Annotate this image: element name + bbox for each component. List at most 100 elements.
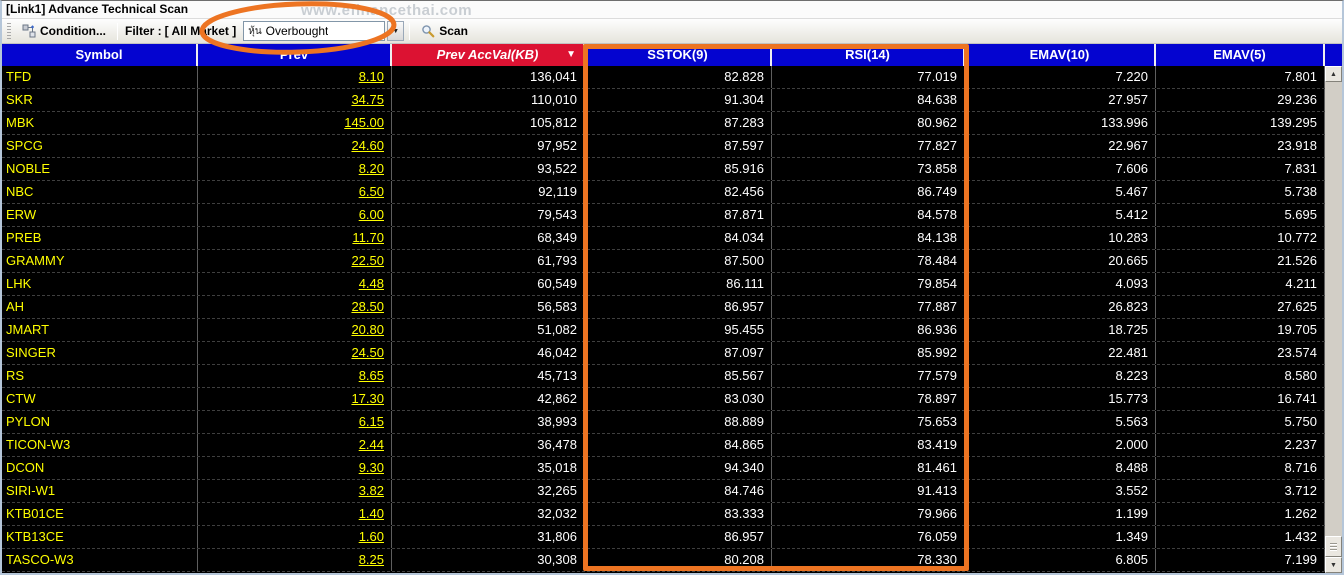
toolbar-grip-handle[interactable] bbox=[7, 23, 11, 39]
table-row[interactable]: KTB13CE 1.60 31,806 86.957 76.059 1.349 1.432 bbox=[2, 526, 1325, 549]
cell-prev[interactable]: 3.82 bbox=[198, 480, 392, 502]
cell-emav10: 8.223 bbox=[965, 365, 1156, 387]
column-header-emav10[interactable]: EMAV(10) bbox=[965, 44, 1156, 66]
scroll-down-button[interactable]: ▼ bbox=[1325, 557, 1342, 573]
cell-acc_val: 38,993 bbox=[392, 411, 585, 433]
cell-prev[interactable]: 8.20 bbox=[198, 158, 392, 180]
condition-button[interactable]: Condition... bbox=[16, 21, 112, 41]
scrollbar-thumb[interactable] bbox=[1325, 536, 1342, 557]
cell-prev[interactable]: 22.50 bbox=[198, 250, 392, 272]
table-row[interactable]: DCON 9.30 35,018 94.340 81.461 8.488 8.716 bbox=[2, 457, 1325, 480]
cell-symbol: JMART bbox=[2, 319, 198, 341]
cell-emav10: 26.823 bbox=[965, 296, 1156, 318]
column-header-symbol[interactable]: Symbol bbox=[2, 44, 198, 66]
cell-prev[interactable]: 2.44 bbox=[198, 434, 392, 456]
table-row[interactable]: TASCO-W3 8.25 30,308 80.208 78.330 6.805 7.199 bbox=[2, 549, 1325, 572]
filter-label: Filter : bbox=[124, 24, 162, 38]
table-row[interactable]: JMART 20.80 51,082 95.455 86.936 18.725 19.705 bbox=[2, 319, 1325, 342]
cell-prev[interactable]: 6.00 bbox=[198, 204, 392, 226]
table-row[interactable]: MBK 145.00 105,812 87.283 80.962 133.996 139.2… bbox=[2, 112, 1325, 135]
cell-rsi: 84.638 bbox=[772, 89, 965, 111]
column-header-label: EMAV(10) bbox=[1029, 47, 1090, 62]
table-row[interactable]: GRAMMY 22.50 61,793 87.500 78.484 20.665 21.52… bbox=[2, 250, 1325, 273]
cell-prev[interactable]: 24.60 bbox=[198, 135, 392, 157]
cell-symbol: SPCG bbox=[2, 135, 198, 157]
cell-prev[interactable]: 1.60 bbox=[198, 526, 392, 548]
cell-sstok: 87.097 bbox=[585, 342, 772, 364]
cell-rsi: 79.966 bbox=[772, 503, 965, 525]
cell-emav10: 5.412 bbox=[965, 204, 1156, 226]
cell-sstok: 87.500 bbox=[585, 250, 772, 272]
cell-emav10: 7.220 bbox=[965, 66, 1156, 88]
cell-emav10: 133.996 bbox=[965, 112, 1156, 134]
table-row[interactable]: AH 28.50 56,583 86.957 77.887 26.823 27.625 bbox=[2, 296, 1325, 319]
cell-prev[interactable]: 28.50 bbox=[198, 296, 392, 318]
cell-acc_val: 61,793 bbox=[392, 250, 585, 272]
cell-prev[interactable]: 8.25 bbox=[198, 549, 392, 571]
combobox-dropdown-button[interactable]: ▼ bbox=[387, 21, 405, 41]
column-header-prev[interactable]: Prev bbox=[198, 44, 392, 66]
cell-rsi: 79.854 bbox=[772, 273, 965, 295]
cell-prev[interactable]: 145.00 bbox=[198, 112, 392, 134]
cell-prev[interactable]: 6.50 bbox=[198, 181, 392, 203]
table-row[interactable]: TICON-W3 2.44 36,478 84.865 83.419 2.000 2.237 bbox=[2, 434, 1325, 457]
cell-prev[interactable]: 24.50 bbox=[198, 342, 392, 364]
cell-prev[interactable]: 11.70 bbox=[198, 227, 392, 249]
table-row[interactable]: CTW 17.30 42,862 83.030 78.897 15.773 16.741 bbox=[2, 388, 1325, 411]
cell-acc_val: 46,042 bbox=[392, 342, 585, 364]
scan-button-label: Scan bbox=[439, 24, 468, 38]
title-bar[interactable]: [Link1] Advance Technical Scan bbox=[2, 1, 1342, 19]
toolbar: Condition... Filter : [ All Market ] หุ้… bbox=[2, 19, 1342, 44]
cell-prev[interactable]: 8.10 bbox=[198, 66, 392, 88]
cell-sstok: 85.567 bbox=[585, 365, 772, 387]
column-header-emav5[interactable]: EMAV(5) bbox=[1156, 44, 1325, 66]
cell-prev[interactable]: 17.30 bbox=[198, 388, 392, 410]
cell-symbol: NOBLE bbox=[2, 158, 198, 180]
table-row[interactable]: SPCG 24.60 97,952 87.597 77.827 22.967 23.918 bbox=[2, 135, 1325, 158]
cell-rsi: 77.887 bbox=[772, 296, 965, 318]
column-header-acc_val[interactable]: Prev AccVal(KB) ▼ bbox=[392, 44, 585, 66]
table-row[interactable]: RS 8.65 45,713 85.567 77.579 8.223 8.580 bbox=[2, 365, 1325, 388]
table-row[interactable]: KTB01CE 1.40 32,032 83.333 79.966 1.199 1.262 bbox=[2, 503, 1325, 526]
cell-sstok: 86.957 bbox=[585, 526, 772, 548]
table-row[interactable]: LHK 4.48 60,549 86.111 79.854 4.093 4.211 bbox=[2, 273, 1325, 296]
scroll-up-button[interactable]: ▲ bbox=[1325, 66, 1342, 82]
scrollbar-track[interactable] bbox=[1325, 82, 1342, 557]
cell-prev[interactable]: 20.80 bbox=[198, 319, 392, 341]
table-row[interactable]: SIRI-W1 3.82 32,265 84.746 91.413 3.552 3.712 bbox=[2, 480, 1325, 503]
cell-emav10: 5.467 bbox=[965, 181, 1156, 203]
cell-emav5: 5.750 bbox=[1156, 411, 1325, 433]
cell-sstok: 84.746 bbox=[585, 480, 772, 502]
table-row[interactable]: SINGER 24.50 46,042 87.097 85.992 22.481 23.57… bbox=[2, 342, 1325, 365]
cell-prev[interactable]: 1.40 bbox=[198, 503, 392, 525]
scan-condition-combobox[interactable]: หุ้น Overbought bbox=[243, 21, 386, 41]
cell-emav5: 139.295 bbox=[1156, 112, 1325, 134]
table-row[interactable]: PYLON 6.15 38,993 88.889 75.653 5.563 5.750 bbox=[2, 411, 1325, 434]
cell-prev[interactable]: 4.48 bbox=[198, 273, 392, 295]
cell-rsi: 84.578 bbox=[772, 204, 965, 226]
scan-button[interactable]: Scan bbox=[415, 21, 474, 41]
cell-emav5: 19.705 bbox=[1156, 319, 1325, 341]
table-row[interactable]: ERW 6.00 79,543 87.871 84.578 5.412 5.695 bbox=[2, 204, 1325, 227]
cell-emav5: 4.211 bbox=[1156, 273, 1325, 295]
table-row[interactable]: TFD 8.10 136,041 82.828 77.019 7.220 7.801 bbox=[2, 66, 1325, 89]
cell-symbol: NBC bbox=[2, 181, 198, 203]
cell-prev[interactable]: 6.15 bbox=[198, 411, 392, 433]
column-header-rsi[interactable]: RSI(14) bbox=[772, 44, 965, 66]
combobox-value: Overbought bbox=[265, 24, 329, 38]
table-row[interactable]: NBC 6.50 92,119 82.456 86.749 5.467 5.738 bbox=[2, 181, 1325, 204]
cell-prev[interactable]: 9.30 bbox=[198, 457, 392, 479]
cell-symbol: PREB bbox=[2, 227, 198, 249]
table-body: TFD 8.10 136,041 82.828 77.019 7.220 7.801 SKR 3… bbox=[2, 66, 1325, 573]
cell-prev[interactable]: 8.65 bbox=[198, 365, 392, 387]
cell-prev[interactable]: 34.75 bbox=[198, 89, 392, 111]
table-row[interactable]: SKR 34.75 110,010 91.304 84.638 27.957 29.236 bbox=[2, 89, 1325, 112]
table-row[interactable]: PREB 11.70 68,349 84.034 84.138 10.283 10.772 bbox=[2, 227, 1325, 250]
column-header-label: EMAV(5) bbox=[1213, 47, 1266, 62]
column-header-sstok[interactable]: SSTOK(9) bbox=[585, 44, 772, 66]
vertical-scrollbar[interactable]: ▲ ▼ bbox=[1325, 66, 1342, 573]
table-row[interactable]: NOBLE 8.20 93,522 85.916 73.858 7.606 7.831 bbox=[2, 158, 1325, 181]
cell-emav5: 3.712 bbox=[1156, 480, 1325, 502]
cell-emav5: 5.695 bbox=[1156, 204, 1325, 226]
cell-symbol: RS bbox=[2, 365, 198, 387]
